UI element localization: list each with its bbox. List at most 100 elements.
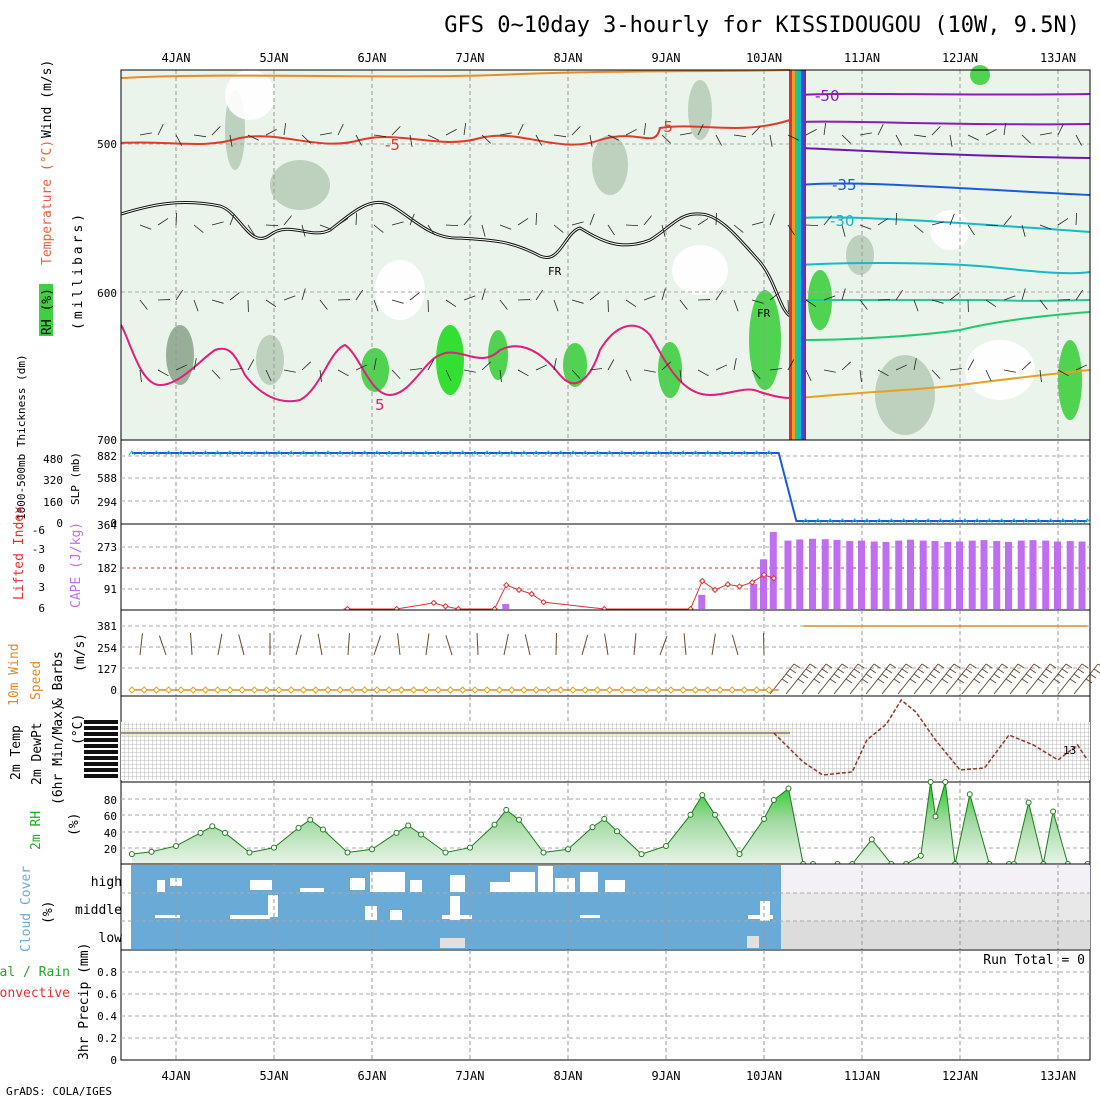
- wind-barb: [895, 212, 898, 226]
- rh-point: [966, 791, 973, 798]
- wind-barb-flag: [1081, 663, 1089, 669]
- slp-marker: [508, 450, 516, 456]
- ua-ylabel-temp: Temperature (°C): [40, 140, 55, 265]
- cape-bar: [980, 540, 988, 609]
- cloud-gap: [442, 915, 472, 919]
- slp-marker: [496, 450, 503, 456]
- rh2m-ylabel-b: (%): [67, 813, 82, 836]
- wind-barb-flag: [1057, 673, 1065, 679]
- slp-ytick-294: 294: [97, 496, 117, 509]
- wind-barb-flag: [917, 668, 925, 674]
- rh2m-ylabel-a: 2m RH: [29, 811, 44, 850]
- wind-diamond: [483, 686, 491, 694]
- wind-diamond: [556, 686, 565, 694]
- wind-barb-flag: [821, 668, 829, 674]
- slp-marker: [900, 518, 908, 524]
- slp-marker: [300, 450, 307, 456]
- rh-blob: [672, 245, 728, 295]
- cape-bar: [993, 541, 1001, 609]
- wind-barb: [823, 295, 836, 301]
- slp-ytick-588: 588: [97, 472, 117, 485]
- wind-barb-flag: [993, 673, 1001, 679]
- frontal-band: [789, 70, 806, 440]
- cloud-gap: [490, 882, 510, 892]
- rh-point: [589, 824, 596, 831]
- wind-barb-flag: [973, 678, 981, 684]
- date-label-13jan: 13JAN: [1040, 51, 1076, 65]
- wind-barb: [643, 215, 652, 226]
- wind-barb-flag: [833, 673, 841, 679]
- rh-ytick-80: 80: [104, 794, 117, 807]
- cloud-gap: [230, 915, 270, 919]
- date-label-7jan: 7JAN: [456, 51, 485, 65]
- wind-barb: [679, 224, 692, 230]
- wind-barb: [265, 224, 279, 227]
- rh-blob: [256, 335, 284, 385]
- wind-barb-flag: [885, 668, 893, 674]
- wind-diamond: [336, 686, 344, 694]
- wind-barb: [139, 132, 152, 136]
- slp-marker: [287, 450, 295, 456]
- wind-barb: [787, 224, 795, 236]
- wind-barb-flag: [965, 668, 973, 674]
- date-label-5jan: 5JAN: [260, 51, 289, 65]
- cloud-gap: [555, 878, 575, 892]
- wind-barb: [553, 134, 566, 138]
- wind-ytick-381: 381: [97, 620, 117, 633]
- slp-marker: [447, 450, 454, 456]
- wind-barb: [409, 134, 413, 147]
- cloud-gap: [605, 880, 625, 892]
- top-date-axis: 4JAN 5JAN 6JAN 7JAN 8JAN 9JAN 10JAN 11JAN 12JAN 1…: [162, 51, 1077, 65]
- slp-marker: [986, 518, 993, 524]
- slp-marker: [263, 450, 271, 456]
- wind-barb-flag: [1033, 663, 1041, 669]
- wind-barb: [295, 634, 302, 656]
- wind-barb: [175, 289, 184, 301]
- slp-marker: [937, 518, 944, 524]
- wind-barb: [589, 292, 600, 301]
- slp-marker: [251, 450, 258, 456]
- wind-barb: [1075, 212, 1078, 226]
- wind-barb-flag: [1069, 678, 1077, 684]
- wind-barb: [445, 129, 457, 136]
- cloud-gap: [370, 872, 405, 892]
- wind-barb: [715, 134, 722, 146]
- wind-diamond: [226, 686, 234, 694]
- date-label-6jan: 6JAN: [358, 1069, 387, 1083]
- slp-marker: [924, 518, 932, 524]
- cape-bar: [698, 594, 706, 609]
- wind-barb-flag: [1001, 663, 1009, 669]
- wind-barb: [373, 134, 386, 138]
- wind-barb: [229, 213, 235, 226]
- cape-bar: [769, 531, 777, 609]
- wind-barb: [283, 123, 287, 136]
- wind-barb: [553, 358, 557, 371]
- wind-barb: [841, 224, 846, 237]
- wind-barb: [823, 215, 832, 226]
- slp-marker: [716, 450, 724, 456]
- post-contours: [799, 92, 1091, 399]
- cape-frame: [120, 523, 1091, 611]
- cloud-ylabel-b: (%): [41, 901, 56, 924]
- wind-diamond: [152, 686, 161, 694]
- contour-t-minus10: [799, 369, 1091, 399]
- slp-marker: [692, 450, 699, 456]
- wind-barb: [733, 358, 737, 371]
- rh-ytick-60: 60: [104, 810, 117, 823]
- slp-marker: [826, 518, 834, 524]
- wind-barb: [283, 215, 292, 226]
- rh-point: [736, 851, 743, 858]
- rh-blob: [846, 235, 874, 275]
- wind-barb: [355, 364, 368, 371]
- wind-barb-flag: [1077, 668, 1085, 674]
- wind-barb: [931, 369, 941, 380]
- wind-barb: [445, 635, 453, 656]
- slp-marker: [998, 518, 1006, 524]
- slp-marker: [875, 518, 883, 524]
- wind-barb-flag: [1045, 668, 1053, 674]
- wind-barb-flag: [809, 663, 817, 669]
- wind-barb: [731, 634, 739, 656]
- cloud-gap: [350, 878, 365, 890]
- slp-marker: [545, 450, 552, 456]
- wind-diamond: [544, 686, 553, 694]
